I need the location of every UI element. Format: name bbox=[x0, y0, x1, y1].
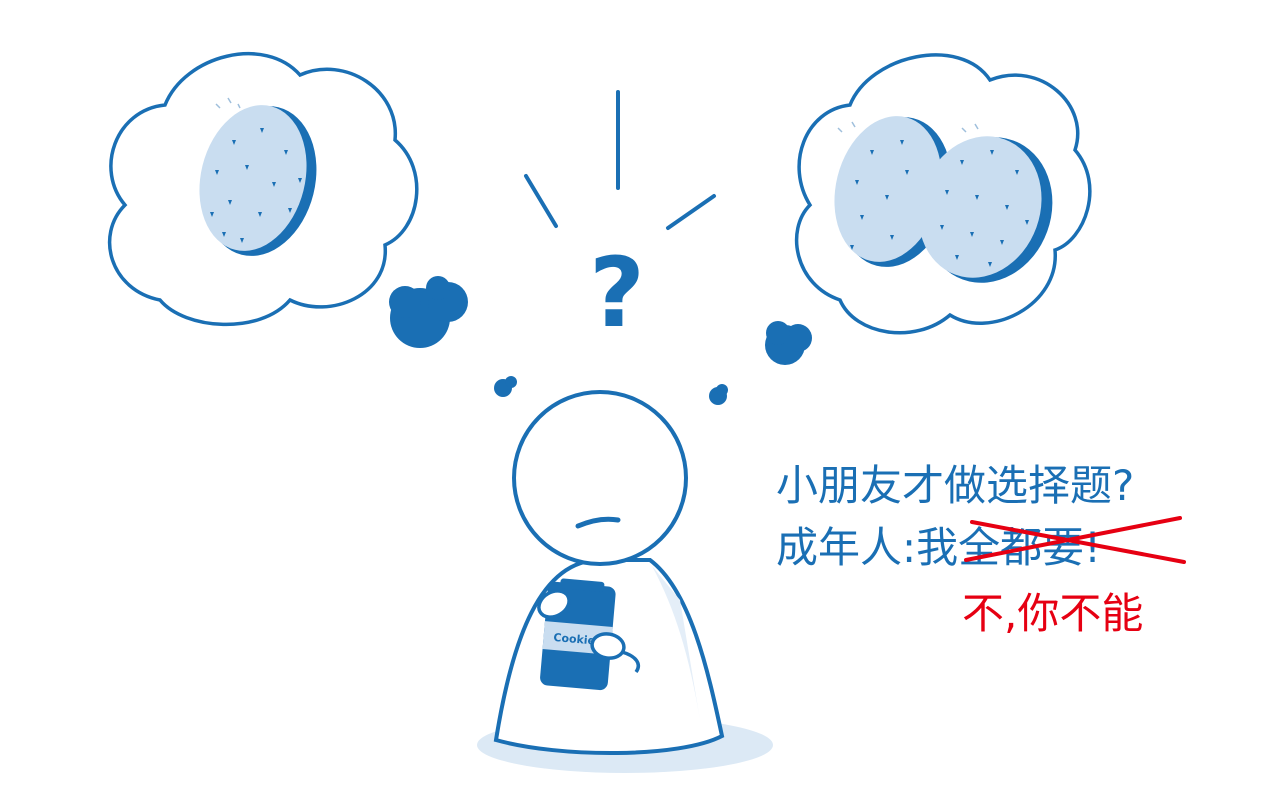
jar-label: Cookies bbox=[553, 631, 603, 648]
crumbs-right bbox=[837, 121, 979, 133]
cookie-left bbox=[199, 98, 317, 256]
caption-want-all: 我全都要! bbox=[916, 523, 1101, 572]
caption-adult-prefix: 成年人: bbox=[776, 523, 917, 572]
emphasis-lines bbox=[524, 90, 716, 230]
caption-reply: 不,你不能 bbox=[962, 589, 1144, 638]
crumbs-left bbox=[215, 97, 241, 109]
cookie-right-front bbox=[918, 136, 1053, 283]
caption-adult-line: 成年人:我全都要! bbox=[776, 514, 1101, 575]
character-hands bbox=[537, 589, 641, 674]
question-mark: ? bbox=[589, 237, 645, 349]
thought-bubbles-right bbox=[709, 321, 812, 405]
caption-question: 小朋友才做选择题? bbox=[776, 461, 1135, 510]
character-mouth bbox=[575, 516, 621, 529]
character-head bbox=[512, 390, 688, 566]
thought-bubbles-left bbox=[389, 276, 517, 397]
